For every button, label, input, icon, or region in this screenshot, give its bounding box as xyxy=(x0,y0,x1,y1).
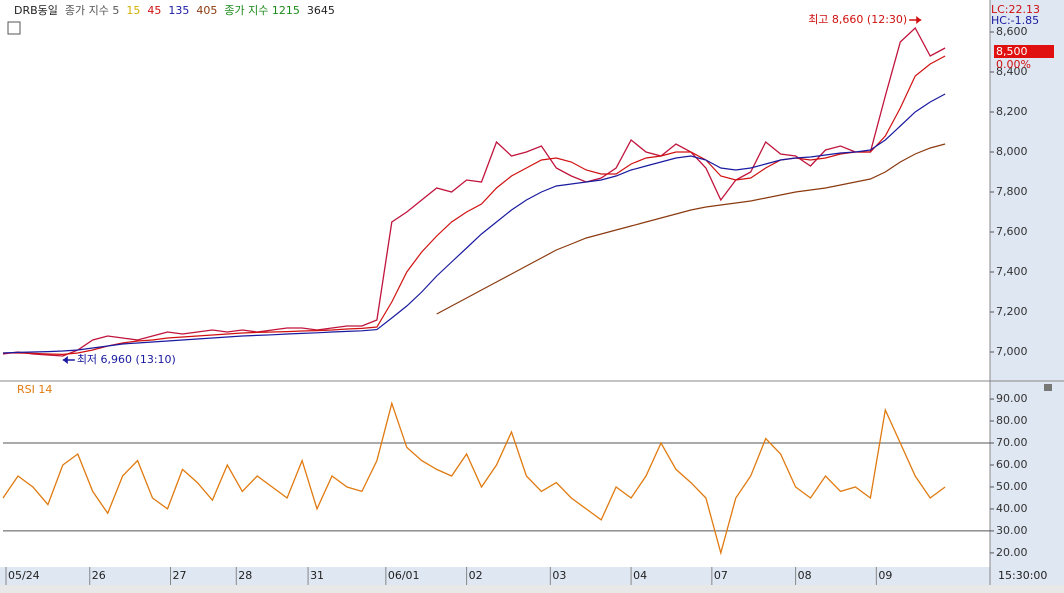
y-tick-label: 40.00 xyxy=(996,502,1028,515)
y-tick-label: 20.00 xyxy=(996,546,1028,559)
x-tick-label: 04 xyxy=(633,569,647,582)
y-tick-label: 8,600 xyxy=(996,25,1028,38)
legend-item: 종가 지수 5 xyxy=(65,4,119,17)
y-tick-label: 7,200 xyxy=(996,305,1028,318)
annotation-head xyxy=(916,16,922,24)
x-tick-label: 07 xyxy=(714,569,728,582)
y-tick-label: 7,000 xyxy=(996,345,1028,358)
y-tick-label: 8,400 xyxy=(996,65,1028,78)
y-tick-label: 8,000 xyxy=(996,145,1028,158)
panel-title: RSI 14 xyxy=(17,383,52,396)
series-line xyxy=(436,143,946,315)
series-line xyxy=(2,26,946,357)
y-tick-label: 50.00 xyxy=(996,480,1028,493)
last-price-box xyxy=(994,45,1054,58)
x-tick-label: 05/24 xyxy=(8,569,40,582)
x-tick-label: 28 xyxy=(238,569,252,582)
x-tick-label: 08 xyxy=(798,569,812,582)
y-tick-label: 30.00 xyxy=(996,524,1028,537)
right-axis-bg xyxy=(990,0,1064,585)
y-tick-label: 7,800 xyxy=(996,185,1028,198)
annotation-text: 최고 8,660 (12:30) xyxy=(808,13,907,26)
x-tick-label: 31 xyxy=(310,569,324,582)
y-tick-label: 60.00 xyxy=(996,458,1028,471)
x-tick-label: 09 xyxy=(878,569,892,582)
series-line xyxy=(2,93,946,354)
x-tick-label: 03 xyxy=(552,569,566,582)
x-tick-label: 26 xyxy=(92,569,106,582)
x-tick-label: 27 xyxy=(172,569,186,582)
info-label: HC:-1.85 xyxy=(991,14,1039,27)
y-tick-label: 7,400 xyxy=(996,265,1028,278)
scrollbar[interactable] xyxy=(0,585,1064,593)
legend-item: 405 xyxy=(196,4,217,17)
last-price: 8,500 xyxy=(996,45,1028,58)
legend-item: DRB동일 xyxy=(14,3,58,17)
y-tick-label: 8,200 xyxy=(996,105,1028,118)
legend-item: 15 xyxy=(126,4,140,17)
y-tick-label: 70.00 xyxy=(996,436,1028,449)
x-axis-bg xyxy=(0,567,1064,585)
last-change: 0.00% xyxy=(996,58,1031,71)
legend-item: 종가 지수 1215 xyxy=(224,4,299,17)
grid-icon[interactable] xyxy=(7,21,21,35)
x-tick-label: 06/01 xyxy=(388,569,420,582)
y-tick-label: 90.00 xyxy=(996,392,1028,405)
legend-item: 3645 xyxy=(307,4,335,17)
series-line xyxy=(2,401,946,556)
time-label: 15:30:00 xyxy=(998,569,1047,582)
legend-item: 45 xyxy=(147,4,161,17)
x-tick-label: 02 xyxy=(469,569,483,582)
annotation-text: 최저 6,960 (13:10) xyxy=(77,353,176,366)
annotation-head xyxy=(62,356,68,364)
y-tick-label: 80.00 xyxy=(996,414,1028,427)
legend-item: 135 xyxy=(168,4,189,17)
y-tick-label: 7,600 xyxy=(996,225,1028,238)
info-label: LC:22.13 xyxy=(991,3,1040,16)
panel-button[interactable] xyxy=(1044,384,1052,391)
